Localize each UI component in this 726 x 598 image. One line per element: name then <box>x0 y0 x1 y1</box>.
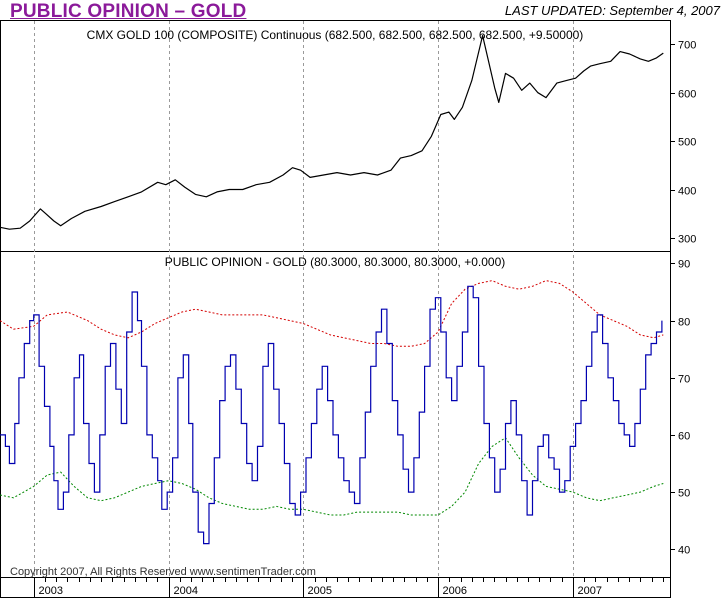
chart-border <box>0 20 671 598</box>
chart-frame <box>0 20 671 598</box>
upper-band-line <box>0 280 664 347</box>
x-tick-label: 2004 <box>174 585 198 597</box>
opinion-y-tick-label: 80 <box>678 317 690 329</box>
axes: 2003 2004 2005 2006 2007 300 400 500 600 700 40 50 6… <box>34 40 696 597</box>
page-title: PUBLIC OPINION – GOLD <box>10 1 247 22</box>
year-gridlines <box>34 21 574 577</box>
price-y-tick-label: 700 <box>678 40 696 52</box>
price-y-tick-label: 400 <box>678 186 696 198</box>
x-tick-label: 2006 <box>443 585 467 597</box>
price-chart-title: CMX GOLD 100 (COMPOSITE) Continuous (682… <box>87 28 584 42</box>
x-tick-label: 2003 <box>39 585 63 597</box>
opinion-chart-title: PUBLIC OPINION - GOLD (80.3000, 80.3000,… <box>165 255 506 269</box>
opinion-panel <box>0 280 664 545</box>
last-updated-label: LAST UPDATED: September 4, 2007 <box>504 3 720 18</box>
public-opinion-line <box>0 285 663 545</box>
price-panel <box>0 35 664 230</box>
copyright-footer: Copyright 2007, All Rights Reserved www.… <box>10 566 316 578</box>
x-tick-label: 2007 <box>578 585 602 597</box>
opinion-y-tick-label: 40 <box>678 545 690 557</box>
gold-price-line <box>0 35 664 230</box>
x-tick-label: 2005 <box>308 585 332 597</box>
opinion-y-tick-label: 50 <box>678 488 690 500</box>
price-y-tick-label: 300 <box>678 234 696 246</box>
opinion-y-tick-label: 70 <box>678 374 690 386</box>
opinion-y-tick-label: 90 <box>678 259 690 271</box>
opinion-y-tick-label: 60 <box>678 431 690 443</box>
price-y-tick-label: 600 <box>678 89 696 101</box>
price-y-tick-label: 500 <box>678 137 696 149</box>
lower-band-line <box>0 437 664 516</box>
